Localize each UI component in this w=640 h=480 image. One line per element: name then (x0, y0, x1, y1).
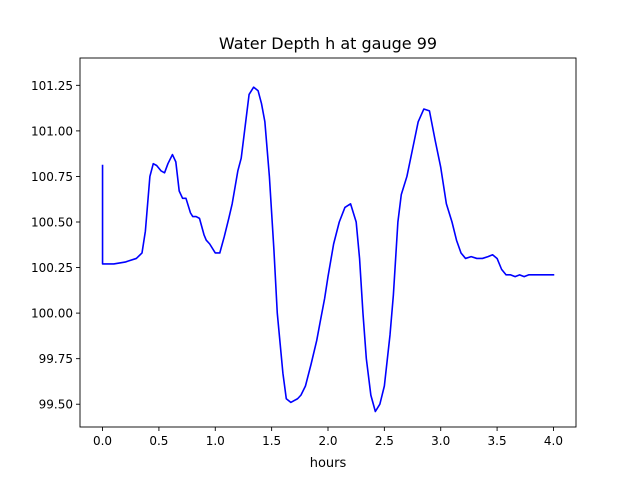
x-tick-label: 0.0 (93, 434, 112, 448)
x-tick-label: 2.0 (318, 434, 337, 448)
y-tick-label: 99.50 (39, 398, 73, 412)
y-tick-label: 100.00 (31, 307, 73, 321)
x-axis-label: hours (310, 456, 347, 471)
x-tick-label: 2.5 (375, 434, 394, 448)
y-tick-label: 100.50 (31, 216, 73, 230)
y-tick-label: 100.25 (31, 261, 73, 275)
y-tick-label: 99.75 (39, 352, 73, 366)
x-tick-label: 3.5 (488, 434, 507, 448)
plot-area: 0.0 0.5 1.0 1.5 2.0 2.5 3.0 3.5 4.0 99.50 99.75 100… (31, 57, 577, 448)
y-tick-label: 100.75 (31, 170, 73, 184)
x-tick-label: 4.0 (544, 434, 563, 448)
x-tick-label: 3.0 (431, 434, 450, 448)
y-tick-label: 101.25 (31, 79, 73, 93)
x-tick-label: 1.0 (206, 434, 225, 448)
x-tick-label: 0.5 (149, 434, 168, 448)
chart-title: Water Depth h at gauge 99 (219, 34, 437, 53)
y-tick-label: 101.00 (31, 124, 73, 138)
x-tick-label: 1.5 (262, 434, 281, 448)
series-line-0 (101, 86, 555, 413)
